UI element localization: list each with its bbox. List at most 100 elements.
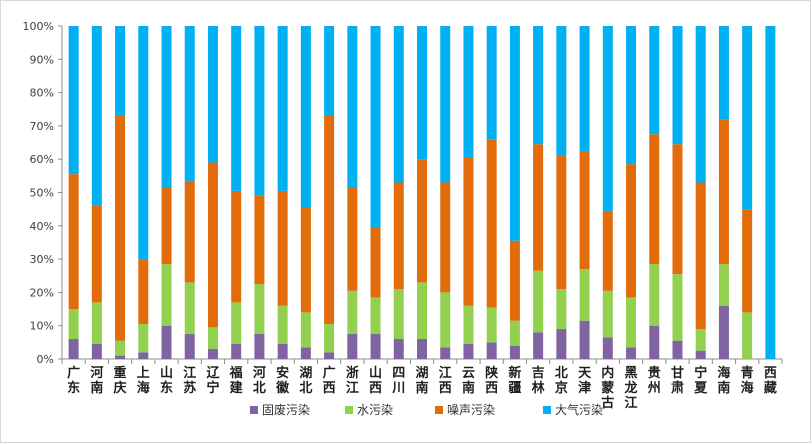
bar-segment (579, 150, 590, 270)
bar-segment (649, 325, 660, 359)
legend-swatch (250, 406, 258, 414)
bar-segment (207, 327, 218, 350)
bar-segment (533, 270, 544, 333)
y-tick-label: 100% (23, 20, 54, 33)
bar-segment (324, 324, 335, 353)
bar-segment (324, 352, 335, 359)
bar-segment (115, 340, 126, 356)
x-tick-label: 河北 (253, 365, 266, 396)
x-tick-label: 辽宁 (206, 366, 220, 396)
x-tick-label: 四川 (391, 366, 405, 396)
bar-segment (417, 282, 427, 340)
legend-label: 水污染 (357, 402, 393, 417)
bar-segment (207, 26, 218, 163)
x-tick-label: 宁夏 (693, 365, 708, 396)
x-tick-labels: 广东河南重庆上海山东江苏辽宁福建河北安徽湖北广西浙江山西四川湖南江西云南陕西新疆… (67, 365, 777, 411)
bar-segment (463, 157, 474, 306)
bar-segment (370, 334, 381, 359)
bar-segment (556, 155, 567, 290)
x-tick-label: 云南 (462, 366, 475, 396)
bar-segment (184, 180, 195, 283)
bars (68, 26, 776, 359)
x-tick-label: 内蒙古 (601, 365, 614, 411)
bar-segment (370, 297, 381, 335)
bar-segment (324, 115, 335, 325)
x-tick-label: 黑龙江 (625, 366, 638, 411)
bar-segment (347, 290, 358, 335)
x-tick-label: 陕西 (485, 365, 499, 396)
bar-segment (324, 26, 335, 116)
bar-segment (602, 290, 613, 338)
bar-segment (370, 227, 381, 298)
bar-segment (277, 26, 288, 191)
axes (58, 25, 783, 364)
bar-segment (184, 282, 195, 335)
bar-segment (556, 26, 567, 156)
bar-segment (463, 344, 474, 359)
bar-segment (68, 339, 79, 359)
x-tick-label: 河南 (90, 365, 103, 396)
x-tick-label: 海南 (717, 365, 730, 396)
bar-segment (486, 342, 497, 359)
x-tick-label: 江西 (439, 365, 452, 396)
bar-segment (626, 347, 637, 359)
bar-segment (417, 339, 427, 359)
x-tick-label: 天津 (578, 366, 592, 396)
bar-segment (509, 240, 520, 321)
bar-segment (626, 297, 637, 348)
bar-segment (138, 324, 149, 353)
bar-segment (440, 347, 451, 359)
bar-segment (231, 26, 242, 191)
bar-segment (138, 352, 149, 359)
x-tick-label: 上海 (137, 366, 150, 396)
bar-segment (300, 312, 311, 348)
bar-segment (533, 26, 544, 145)
bar-segment (393, 182, 404, 290)
bar-segment (579, 320, 590, 359)
bar-segment (440, 26, 451, 183)
bar-segment (672, 26, 683, 145)
bar-segment (579, 269, 590, 321)
bar-segment (649, 26, 660, 135)
bar-segment (463, 26, 474, 158)
bar-segment (440, 182, 451, 293)
bar-segment (347, 334, 358, 359)
x-tick-label: 新疆 (508, 365, 521, 396)
bar-segment (649, 134, 660, 265)
bar-segment (672, 274, 683, 341)
bar-segment (602, 337, 613, 359)
y-tick-label: 30% (30, 253, 54, 266)
bar-segment (417, 26, 427, 160)
bar-segment (695, 350, 706, 359)
x-tick-label: 湖南 (415, 366, 428, 396)
bar-segment (91, 205, 102, 303)
bar-segment (347, 187, 358, 291)
x-tick-label: 安徽 (275, 365, 290, 396)
bar-segment (626, 26, 637, 165)
bar-segment (91, 344, 102, 359)
bar-segment (68, 174, 79, 310)
bar-segment (695, 329, 706, 351)
bar-segment (115, 355, 126, 359)
bar-segment (68, 26, 79, 175)
bar-segment (602, 26, 613, 211)
x-tick-label: 重庆 (113, 365, 127, 396)
bar-segment (161, 26, 172, 188)
bar-segment (672, 144, 683, 275)
bar-segment (231, 302, 242, 345)
bar-segment (509, 345, 520, 359)
bar-segment (742, 312, 753, 359)
y-tick-label: 40% (30, 220, 54, 233)
bar-segment (254, 284, 265, 335)
bar-segment (254, 26, 265, 196)
x-tick-label: 广东 (67, 365, 80, 396)
legend-swatch (543, 406, 551, 414)
bar-segment (417, 159, 427, 283)
bar-segment (742, 209, 753, 313)
bar-segment (533, 332, 544, 359)
bar-segment (161, 187, 172, 265)
bar-segment (161, 325, 172, 359)
bar-segment (138, 26, 149, 260)
